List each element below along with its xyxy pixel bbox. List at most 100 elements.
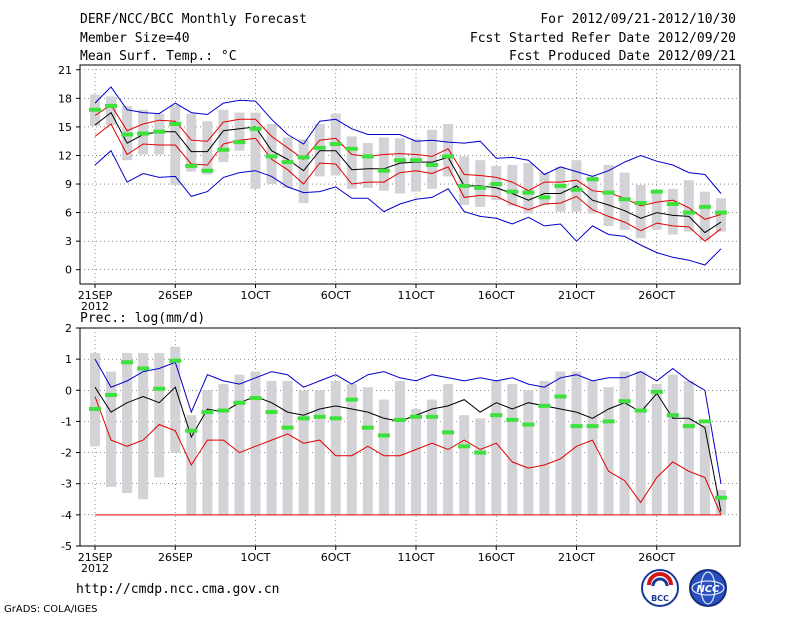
temp-line-ensemble-max xyxy=(94,86,722,194)
temp-line-ensemble-mean xyxy=(94,111,722,234)
prec-y-tick-label: -1 xyxy=(61,415,72,428)
ncc-logo-text: NCC xyxy=(696,584,720,595)
prec-y-tick-label: -2 xyxy=(61,447,72,460)
temp-x-tick-label: 1OCT xyxy=(240,289,270,302)
prec-range-box xyxy=(539,380,550,515)
temp-observed-mark xyxy=(233,140,246,145)
prec-x-tick-sublabel: 2012 xyxy=(81,562,109,575)
prec-observed-mark xyxy=(345,397,358,402)
temp-y-tick-label: 15 xyxy=(58,121,72,134)
prec-range-box xyxy=(90,352,100,447)
member-size-label: Member Size=40 xyxy=(80,31,190,46)
temp-range-box xyxy=(635,184,646,239)
prec-range-box xyxy=(314,390,325,515)
prec-observed-mark xyxy=(618,399,631,404)
temp-y-tick-label: 6 xyxy=(65,207,72,220)
temp-observed-mark xyxy=(666,202,679,207)
temp-observed-mark xyxy=(602,190,615,195)
prec-range-box xyxy=(555,371,566,515)
temp-range-box xyxy=(106,96,117,125)
temp-observed-mark xyxy=(313,145,326,150)
temp-observed-mark xyxy=(217,147,230,152)
temp-observed-mark xyxy=(426,162,439,167)
temp-range-box xyxy=(651,189,662,230)
prec-y-tick-label: 2 xyxy=(65,322,72,335)
prec-observed-mark xyxy=(586,424,599,429)
temp-observed-mark xyxy=(410,158,422,163)
temp-x-tick-label: 21OCT xyxy=(558,289,595,302)
temp-range-box xyxy=(603,164,614,226)
prec-observed-mark xyxy=(313,414,326,419)
prec-observed-mark xyxy=(185,428,198,433)
prec-range-box xyxy=(122,352,133,494)
temp-range-box xyxy=(667,188,678,235)
temp-x-tick-label: 21SEP xyxy=(78,289,113,302)
prec-observed-mark xyxy=(538,403,551,408)
source-url[interactable]: http://cmdp.ncc.cma.gov.cn xyxy=(76,582,280,597)
prec-x-tick-label: 6OCT xyxy=(321,551,351,564)
precipitation-panel-title: Prec.: log(mm/d) xyxy=(80,311,205,326)
bcc-logo: BCC xyxy=(641,569,679,607)
temp-range-box xyxy=(234,112,245,151)
temp-observed-mark xyxy=(570,187,583,192)
prec-range-box xyxy=(394,380,405,515)
temp-range-box xyxy=(346,136,357,189)
temp-line-ensemble-mean-sd xyxy=(94,123,722,242)
temp-range-box xyxy=(683,180,694,232)
temp-y-tick-label: 12 xyxy=(58,149,72,162)
prec-range-box xyxy=(234,374,245,515)
temp-observed-mark xyxy=(377,168,390,173)
temp-x-tick-label: 11OCT xyxy=(397,289,434,302)
temp-y-tick-label: 18 xyxy=(58,92,72,105)
temp-observed-mark xyxy=(634,201,647,206)
prec-observed-mark xyxy=(329,416,342,421)
prec-y-tick-label: -4 xyxy=(61,509,72,522)
prec-range-box xyxy=(138,352,149,500)
prec-range-box xyxy=(330,380,341,515)
prec-range-box xyxy=(571,371,582,515)
prec-range-box xyxy=(202,390,213,515)
prec-range-box xyxy=(218,384,229,515)
temp-range-box xyxy=(362,143,373,188)
temp-range-box xyxy=(507,164,518,206)
prec-range-box xyxy=(362,387,373,515)
prec-x-tick-label: 1OCT xyxy=(240,551,270,564)
prec-range-box xyxy=(651,384,662,515)
temp-plot-frame xyxy=(79,64,741,285)
prec-observed-mark xyxy=(490,413,503,418)
temp-observed-mark xyxy=(682,210,695,215)
prec-range-box xyxy=(603,387,614,515)
prec-range-box xyxy=(475,418,486,515)
temp-observed-mark xyxy=(249,126,262,131)
temp-range-box xyxy=(266,124,277,185)
temp-observed-mark xyxy=(329,142,342,147)
prec-plot-frame xyxy=(79,327,741,547)
prec-range-box xyxy=(106,371,117,487)
temp-observed-mark xyxy=(89,107,101,112)
prec-range-box xyxy=(683,380,694,515)
prec-observed-mark xyxy=(201,410,214,415)
temperature-panel-title: Mean Surf. Temp.: °C xyxy=(80,49,237,64)
temp-x-tick-label: 6OCT xyxy=(321,289,351,302)
temp-observed-mark xyxy=(105,103,118,108)
temp-range-box xyxy=(539,172,550,205)
temp-observed-mark xyxy=(265,154,278,159)
prec-range-box xyxy=(250,371,261,515)
prec-range-box xyxy=(635,371,646,515)
temp-x-tick-label: 26OCT xyxy=(638,289,675,302)
temp-range-box xyxy=(411,139,421,192)
temp-observed-mark xyxy=(474,185,487,190)
prec-observed-mark xyxy=(506,417,519,422)
prec-y-tick-label: -5 xyxy=(61,540,72,553)
prec-y-tick-label: 1 xyxy=(65,353,72,366)
prec-line-ensemble-max xyxy=(94,358,722,484)
prec-observed-mark xyxy=(233,400,246,405)
temp-range-box xyxy=(523,163,534,214)
prec-range-box xyxy=(587,380,598,515)
temp-range-box xyxy=(443,124,454,177)
prec-observed-mark xyxy=(554,394,567,399)
prec-range-box xyxy=(523,390,534,515)
temp-observed-mark xyxy=(393,158,406,163)
